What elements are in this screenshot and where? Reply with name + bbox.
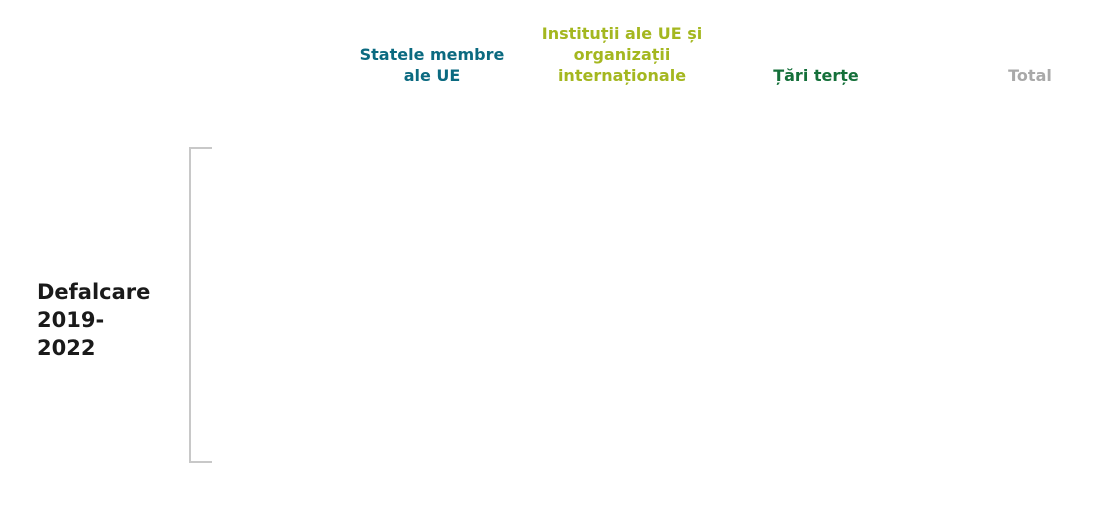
series-name: Țări terțe bbox=[773, 66, 859, 85]
series-name: Instituții ale UE și organizații interna… bbox=[541, 24, 703, 85]
column-header: Țări terțe bbox=[731, 0, 901, 86]
column-header: Total bbox=[945, 0, 1115, 86]
series-name: Total bbox=[1008, 66, 1052, 85]
bracket bbox=[189, 147, 212, 463]
column-header: Statele membre ale UE bbox=[347, 0, 517, 86]
column-header: Instituții ale UE și organizații interna… bbox=[537, 0, 707, 86]
series-name: Statele membre ale UE bbox=[359, 45, 505, 85]
side-label: Defalcare 2019-2022 bbox=[37, 280, 151, 360]
